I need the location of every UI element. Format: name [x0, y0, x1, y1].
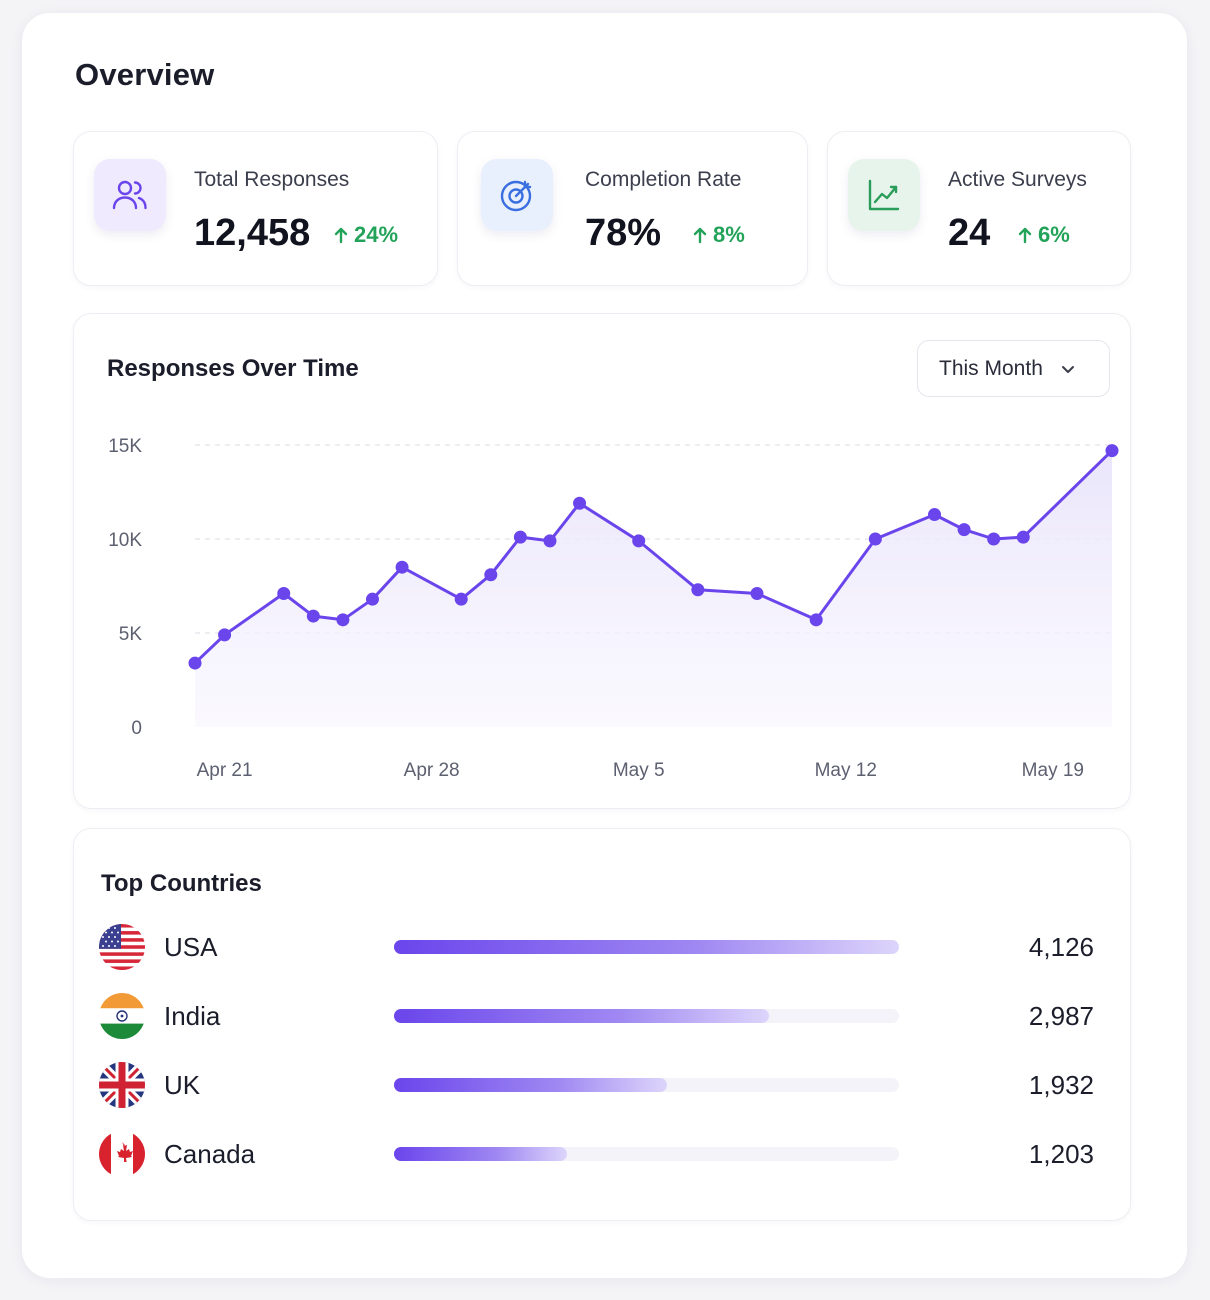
chart-y-tick-label: 10K: [108, 530, 142, 551]
chart-x-tick-label: Apr 28: [404, 760, 460, 781]
uk-flag-icon: [99, 1062, 145, 1108]
country-count: 2,987: [1028, 1001, 1094, 1031]
arrow-up-icon: [334, 227, 348, 244]
chart-data-point[interactable]: [987, 532, 1001, 546]
chart-x-tick-label: May 5: [613, 760, 665, 781]
us-flag-icon: [99, 924, 145, 970]
target-icon: [481, 159, 553, 231]
country-name: USA: [164, 932, 218, 962]
country-bar-track: [394, 1147, 899, 1161]
chart-area-fill: [195, 450, 1112, 727]
period-dropdown[interactable]: This Month: [917, 340, 1110, 397]
stat-card-total-responses: Total Responses 12,458 24%: [73, 131, 438, 286]
stat-delta-value: 24%: [354, 222, 399, 247]
chart-data-point[interactable]: [336, 613, 350, 627]
country-bar-track: [394, 1009, 899, 1023]
chart-data-point[interactable]: [218, 628, 232, 642]
chart-data-point[interactable]: [691, 583, 705, 597]
country-count: 1,932: [1028, 1070, 1094, 1100]
country-bar-track: [394, 1078, 899, 1092]
chart-data-point[interactable]: [277, 587, 291, 601]
stat-value: 12,458: [194, 212, 311, 254]
stat-delta: 6%: [1018, 222, 1070, 248]
chart-y-tick-label: 15K: [108, 436, 142, 457]
top-countries-card: Top Countries: [73, 828, 1131, 1221]
india-flag-icon: [99, 993, 145, 1039]
chart-series-line: [193, 449, 1114, 665]
stat-card-active-surveys: Active Surveys 24 6%: [827, 131, 1131, 286]
chart-y-tick-label: 0: [131, 718, 142, 739]
stat-card-completion-rate: Completion Rate 78% 8%: [457, 131, 808, 286]
country-name: UK: [164, 1070, 201, 1100]
country-bar-fill: [394, 940, 899, 954]
stat-delta-value: 6%: [1038, 222, 1070, 247]
chart-x-tick-label: May 12: [815, 760, 877, 781]
page-title: Overview: [75, 57, 215, 92]
chart-data-point[interactable]: [454, 592, 468, 606]
arrow-up-icon: [693, 227, 707, 244]
responses-chart-card: Responses Over Time This Month 0 5K 10K 15K…: [73, 313, 1131, 809]
country-count: 4,126: [1028, 932, 1094, 962]
chart-data-point[interactable]: [365, 592, 379, 606]
country-bar-fill: [394, 1078, 667, 1092]
stat-value: 24: [948, 212, 991, 254]
country-name: Canada: [164, 1139, 256, 1169]
country-bar-fill: [394, 1147, 567, 1161]
stat-delta-value: 8%: [713, 222, 745, 247]
canada-flag-icon: [99, 1131, 145, 1177]
chart-data-point[interactable]: [632, 534, 646, 548]
chart-x-tick-label: May 19: [1022, 760, 1084, 781]
stat-label: Active Surveys: [948, 168, 1087, 191]
users-icon: [94, 159, 166, 231]
country-row-india[interactable]: India 2,987: [74, 991, 1131, 1041]
chart-data-point[interactable]: [395, 560, 409, 574]
chart-data-point[interactable]: [750, 587, 764, 601]
country-count: 1,203: [1028, 1139, 1094, 1169]
country-row-usa[interactable]: USA 4,126: [74, 922, 1131, 972]
line-chart-icon: [848, 159, 920, 231]
country-name: India: [164, 1001, 221, 1031]
period-dropdown-label: This Month: [939, 356, 1043, 380]
countries-title: Top Countries: [101, 870, 262, 897]
chart-data-point[interactable]: [809, 613, 823, 627]
chart-data-point[interactable]: [928, 508, 942, 522]
chart-data-point[interactable]: [573, 496, 587, 510]
chart-data-point[interactable]: [957, 523, 971, 537]
overview-panel: Overview Total Responses 12,458 24%: [22, 13, 1187, 1278]
chart-x-tick-label: Apr 21: [197, 760, 253, 781]
stat-value: 78%: [585, 212, 662, 254]
stat-delta: 24%: [334, 222, 398, 248]
stat-label: Total Responses: [194, 168, 350, 191]
chart-data-point[interactable]: [1016, 530, 1030, 544]
arrow-up-icon: [1018, 227, 1032, 244]
chart-data-point[interactable]: [188, 656, 202, 670]
chart-data-point[interactable]: [1105, 444, 1119, 458]
stat-delta: 8%: [693, 222, 745, 248]
country-row-uk[interactable]: UK 1,932: [74, 1060, 1131, 1110]
chart-data-point[interactable]: [306, 609, 320, 623]
country-row-canada[interactable]: Canada 1,203: [74, 1129, 1131, 1179]
country-bar-track: [394, 940, 899, 954]
chart-data-point[interactable]: [543, 534, 557, 548]
chart-data-point[interactable]: [484, 568, 498, 582]
chart-data-point[interactable]: [513, 530, 527, 544]
chevron-down-icon: [1061, 365, 1074, 373]
stat-label: Completion Rate: [585, 168, 742, 191]
chart-title: Responses Over Time: [107, 355, 359, 382]
chart-data-point[interactable]: [868, 532, 882, 546]
country-bar-fill: [394, 1009, 769, 1023]
chart-y-tick-label: 5K: [119, 624, 143, 645]
